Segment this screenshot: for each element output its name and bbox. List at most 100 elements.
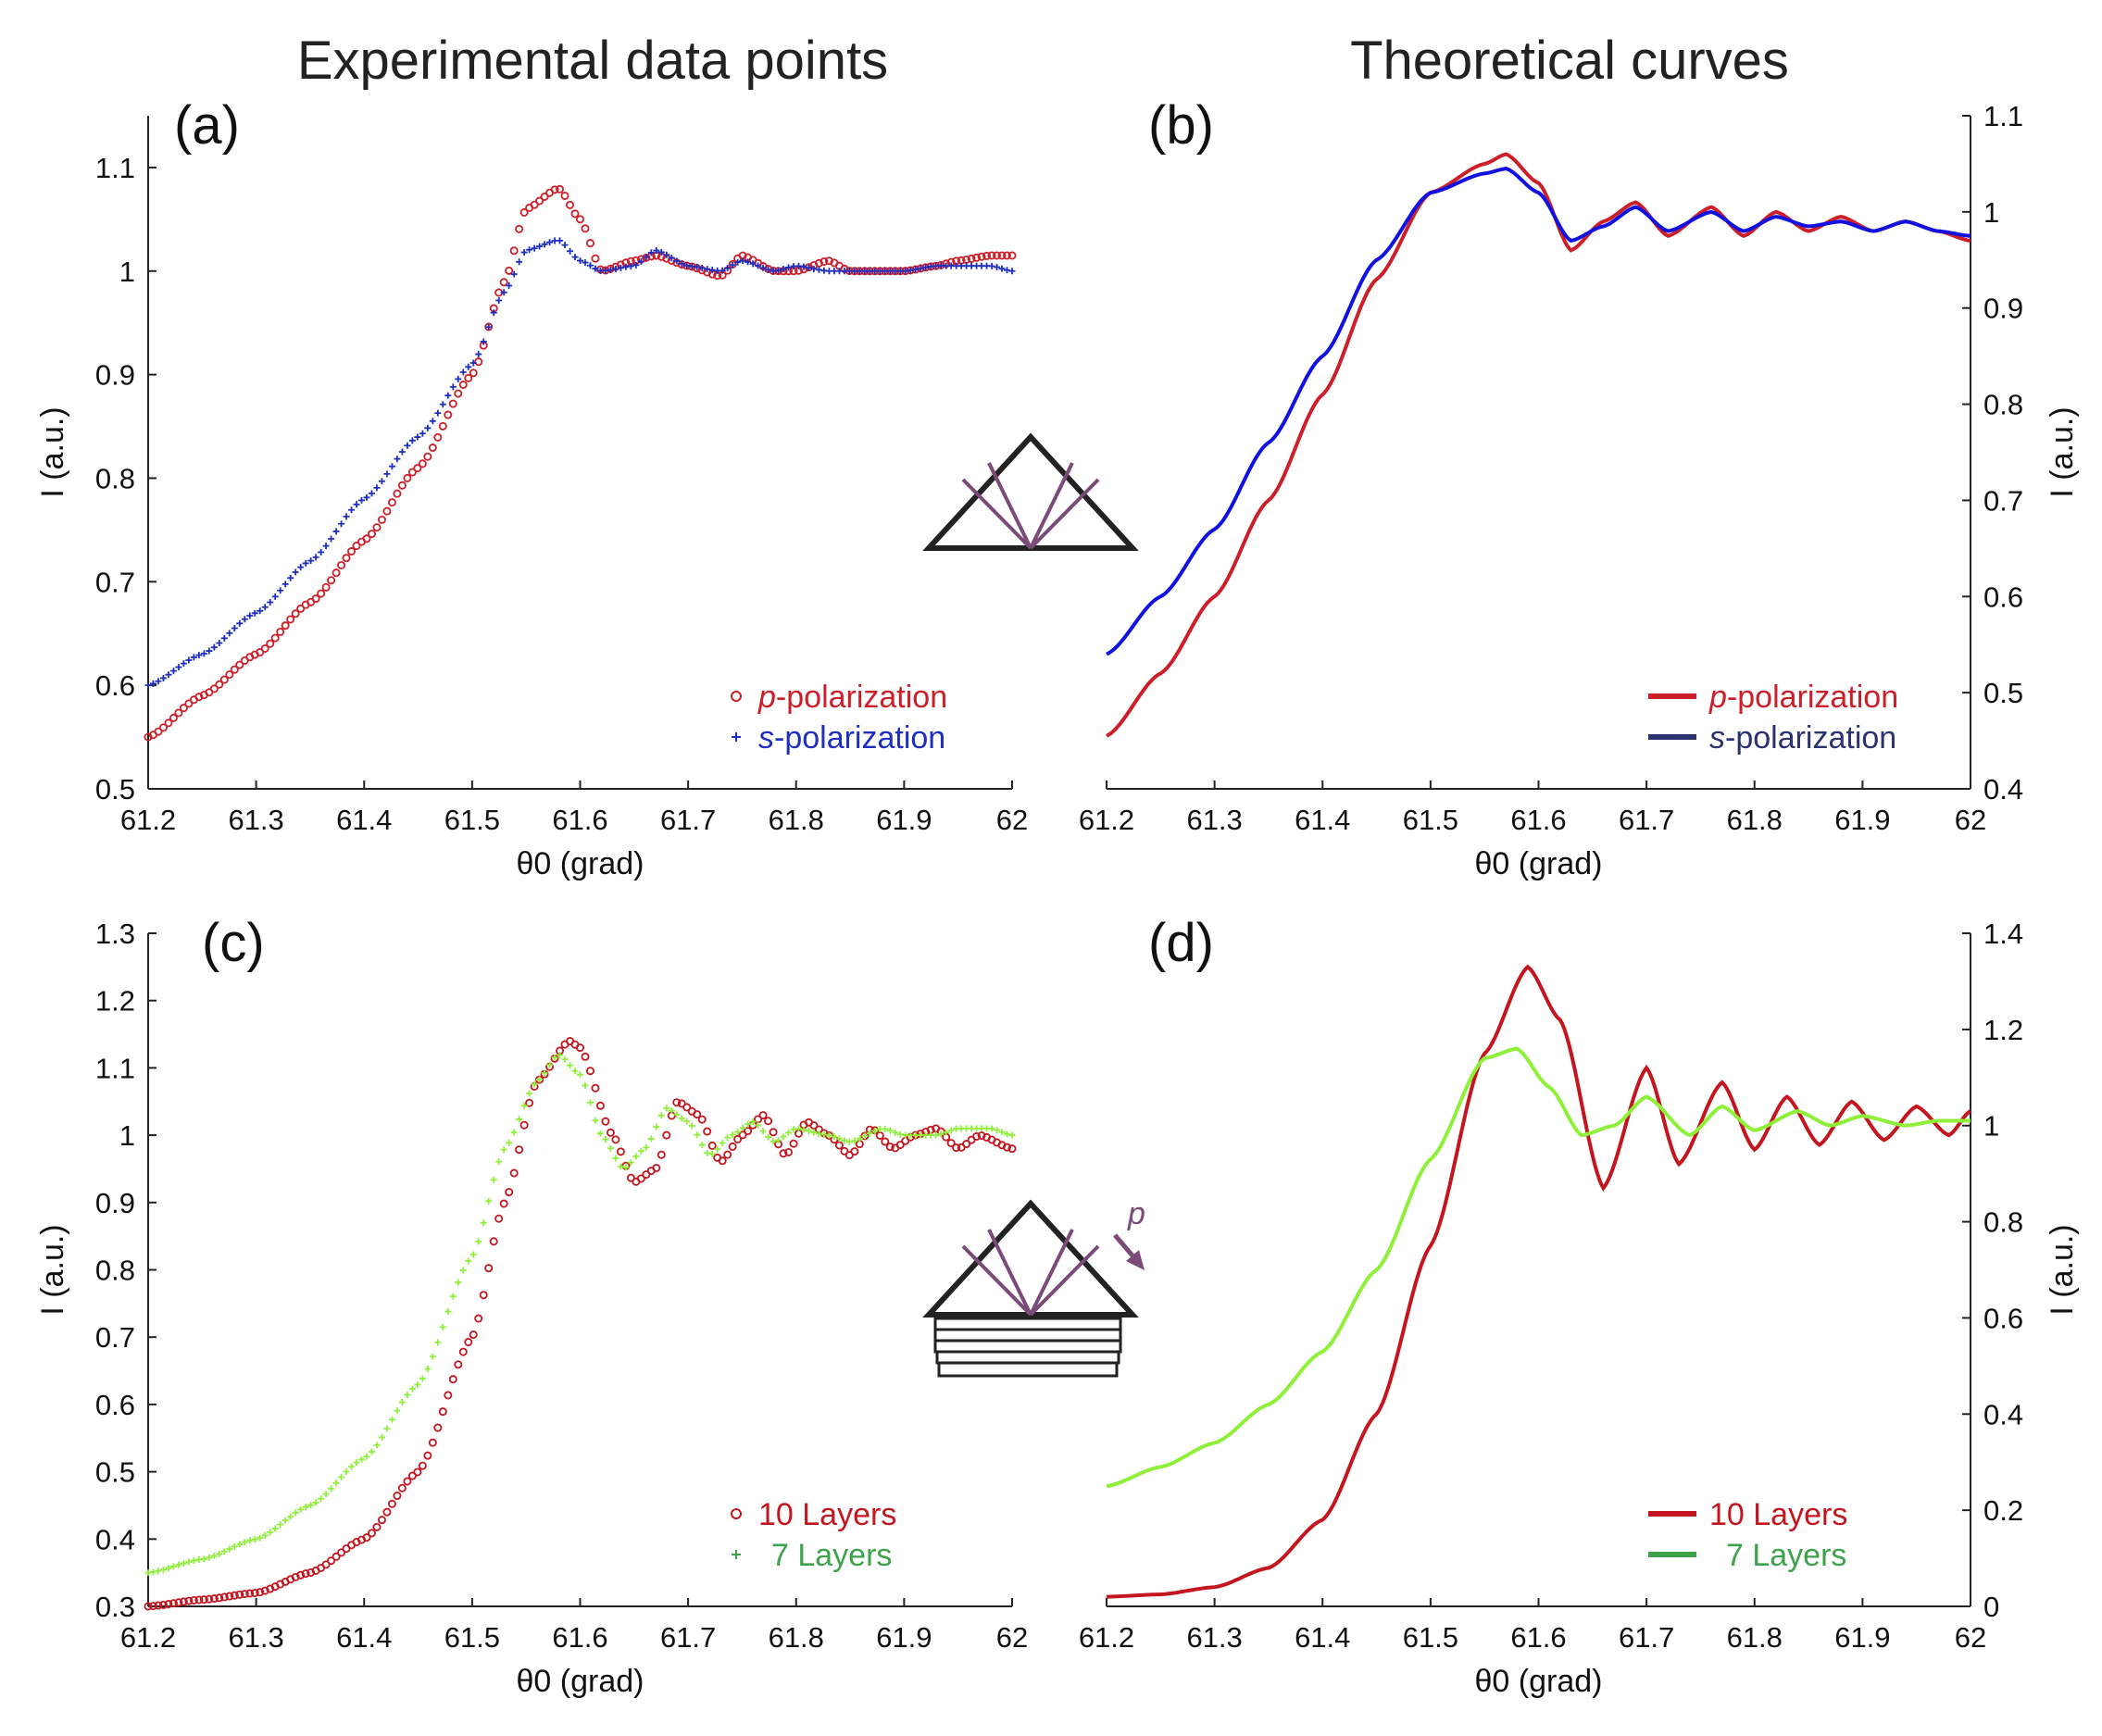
data-point-plus: [627, 1159, 634, 1167]
data-point-circle: [352, 542, 361, 551]
data-point-plus: [704, 1149, 711, 1156]
data-point-plus: [312, 1499, 319, 1506]
data-point-plus: [180, 660, 187, 668]
data-point-plus: [165, 1565, 172, 1572]
data-point-plus: [459, 368, 467, 376]
data-point-plus: [932, 1131, 940, 1139]
data-point-circle: [474, 357, 483, 367]
data-point-plus: [251, 1536, 258, 1543]
data-point-plus: [729, 1131, 736, 1139]
data-point-circle: [509, 1168, 519, 1178]
data-point-plus: [267, 1529, 274, 1536]
data-point-plus: [246, 612, 254, 619]
data-point-circle: [347, 547, 357, 556]
data-point-circle: [769, 1128, 778, 1137]
data-point-plus: [424, 1366, 432, 1373]
data-point-circle: [291, 1572, 300, 1581]
data-point-plus: [785, 1129, 793, 1136]
data-point-plus: [495, 297, 503, 305]
data-point-plus: [297, 564, 305, 571]
panel-label: (c): [202, 913, 265, 973]
data-point-plus: [759, 264, 767, 271]
x-tick-label: 62: [1955, 1621, 1986, 1654]
prism-triangle-layered: [922, 1199, 1139, 1318]
data-point-circle: [505, 266, 514, 275]
data-point-plus: [749, 1118, 757, 1126]
data-point-circle: [296, 604, 306, 613]
data-point-circle: [393, 1492, 402, 1501]
data-point-plus: [302, 1504, 309, 1511]
data-point-circle: [199, 1595, 208, 1605]
data-point-circle: [245, 1589, 255, 1598]
y-axis-label: I (a.u.): [2045, 406, 2080, 497]
data-point-circle: [423, 1451, 432, 1460]
x-tick-label: 61.8: [1727, 1621, 1783, 1654]
data-point-circle: [428, 1438, 437, 1447]
data-point-circle: [916, 264, 925, 273]
data-point-plus: [577, 1071, 583, 1079]
data-point-plus: [1008, 1131, 1016, 1139]
data-point-circle: [256, 1588, 265, 1597]
data-point-circle: [194, 1595, 204, 1605]
data-point-circle: [372, 1522, 382, 1531]
data-point-plus: [236, 1541, 244, 1548]
series-line-1: [1106, 1046, 1971, 1489]
data-point-circle: [154, 727, 163, 736]
y-tick-label: 1: [1983, 196, 1999, 229]
data-point-circle: [809, 1121, 819, 1130]
data-point-circle: [332, 1552, 341, 1561]
data-point-plus: [495, 1158, 503, 1166]
data-point-plus: [1004, 267, 1011, 274]
data-point-circle: [703, 1127, 712, 1136]
data-point-plus: [937, 1130, 945, 1138]
data-point-plus: [368, 490, 375, 497]
data-point-circle: [636, 1174, 645, 1183]
data-point-plus: [805, 1127, 812, 1134]
data-point-plus: [912, 266, 920, 273]
data-point-circle: [209, 1594, 219, 1604]
data-point-circle: [377, 1516, 386, 1525]
data-point-plus: [231, 1542, 238, 1550]
data-point-circle: [494, 1214, 504, 1223]
data-point-plus: [612, 265, 619, 272]
data-point-circle: [591, 254, 600, 263]
series-line-0: [1106, 152, 1971, 738]
x-tick-label: 61.7: [1619, 804, 1674, 836]
data-point-plus: [607, 267, 614, 274]
data-point-plus: [282, 1517, 289, 1524]
data-point-circle: [444, 1391, 453, 1400]
x-tick-label: 61.4: [1295, 804, 1350, 836]
data-point-plus: [698, 1142, 706, 1149]
data-point-plus: [886, 1127, 894, 1134]
data-point-plus: [271, 1525, 279, 1532]
data-point-circle: [448, 399, 457, 408]
data-point-plus: [190, 1557, 197, 1565]
y-tick-label: 0.5: [1983, 677, 2023, 709]
data-point-circle: [606, 1128, 615, 1137]
data-point-plus: [637, 1147, 644, 1155]
series-line-1: [1106, 167, 1971, 656]
data-point-circle: [179, 1597, 188, 1606]
data-point-plus: [632, 1153, 640, 1160]
data-point-plus: [180, 1559, 187, 1567]
data-point-plus: [780, 1133, 787, 1141]
data-point-plus: [765, 1133, 772, 1141]
data-point-plus: [602, 1135, 609, 1143]
data-point-circle: [286, 615, 295, 624]
data-point-plus: [994, 264, 1001, 271]
x-tick-label: 61.2: [1079, 1621, 1134, 1654]
panel-label: (b): [1148, 95, 1214, 156]
data-point-plus: [688, 1122, 695, 1130]
data-point-plus: [444, 1308, 452, 1316]
data-point-plus: [627, 262, 634, 269]
data-point-plus: [231, 624, 238, 631]
data-point-circle: [479, 1291, 488, 1300]
y-tick-label: 1: [1983, 1110, 1999, 1143]
data-point-plus: [719, 267, 726, 274]
data-point-plus: [541, 241, 548, 248]
data-point-plus: [744, 1120, 752, 1128]
data-point-plus: [226, 630, 233, 637]
data-point-circle: [219, 1592, 229, 1602]
data-point-plus: [419, 430, 426, 437]
data-point-plus: [998, 265, 1006, 272]
